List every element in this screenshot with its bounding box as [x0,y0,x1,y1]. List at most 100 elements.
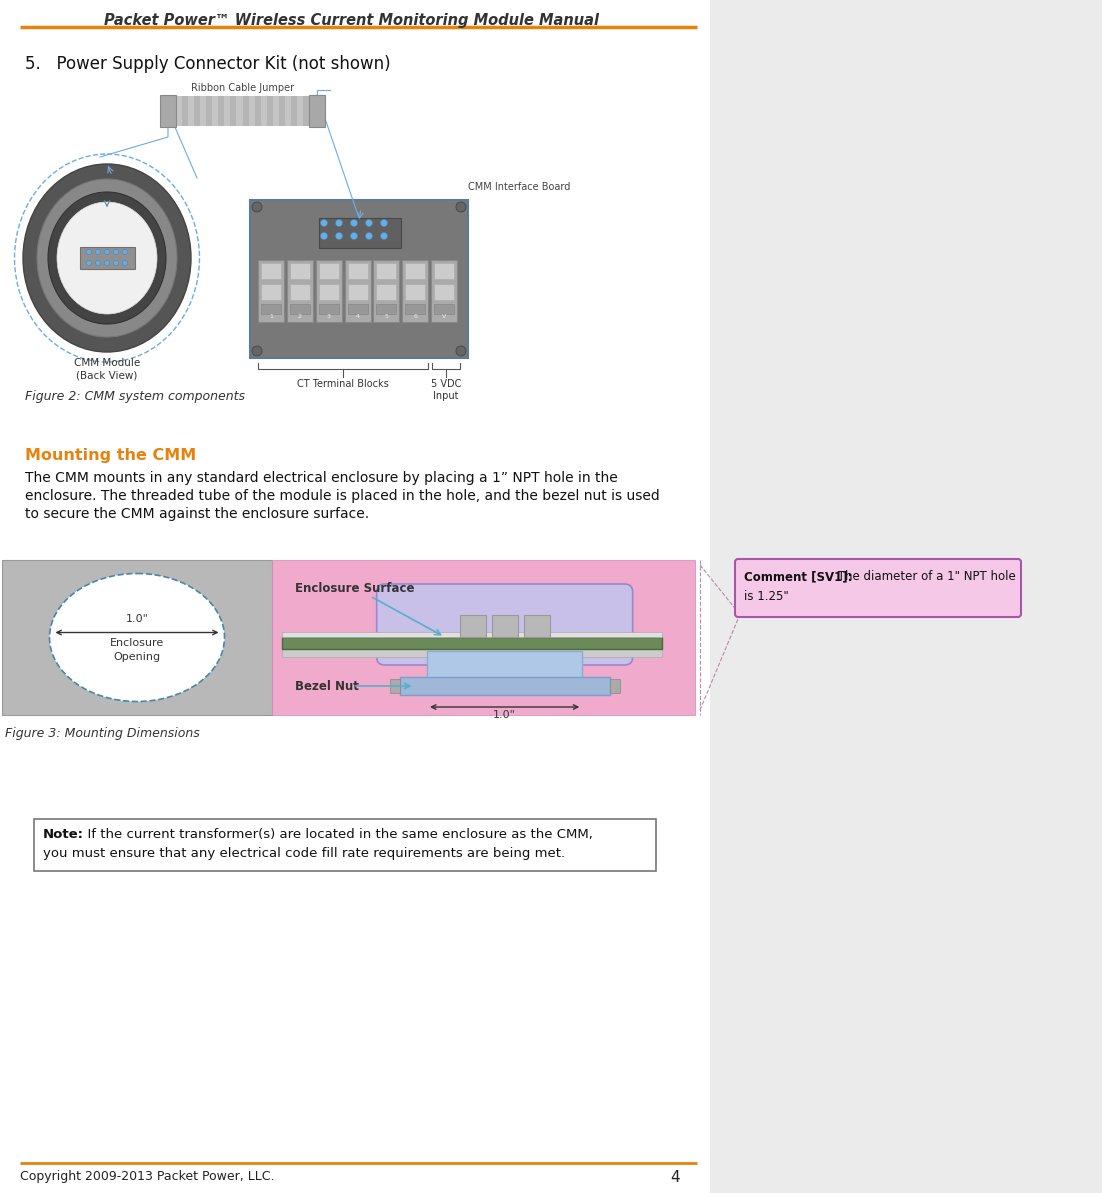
Text: Mounting the CMM: Mounting the CMM [25,449,196,463]
Circle shape [86,249,91,254]
Circle shape [366,233,372,240]
Bar [287,260,313,322]
Bar [303,95,309,126]
Ellipse shape [50,574,225,701]
Text: (Back View): (Back View) [76,370,138,381]
Bar [377,304,397,314]
Bar [213,95,218,126]
Circle shape [105,260,109,266]
Bar [290,304,310,314]
Bar [284,95,291,126]
Bar [250,200,468,358]
Text: Bezel Nut: Bezel Nut [295,680,359,692]
Bar [491,614,518,637]
Bar [434,304,454,314]
Text: is 1.25": is 1.25" [744,591,789,602]
Text: Figure 2: CMM system components: Figure 2: CMM system components [25,390,245,403]
Circle shape [456,346,466,356]
FancyBboxPatch shape [377,585,633,665]
Bar [80,247,136,268]
Bar [225,95,230,126]
Circle shape [335,233,343,240]
Text: Ribbon Cable Jumper: Ribbon Cable Jumper [192,84,294,93]
Bar [279,95,284,126]
Text: CMM Module: CMM Module [74,358,140,367]
Bar [261,95,267,126]
FancyBboxPatch shape [735,560,1020,617]
Bar [201,95,206,126]
Bar [290,284,310,299]
Bar [267,95,272,126]
Bar [242,95,249,126]
Bar [282,632,662,637]
Circle shape [122,260,128,266]
Bar [428,651,582,679]
Bar [291,95,296,126]
Bar [347,304,368,314]
Bar [318,304,338,314]
Text: 2: 2 [298,314,302,319]
Bar [272,95,279,126]
Text: Enclosure Surface: Enclosure Surface [295,582,414,595]
Text: The CMM mounts in any standard electrical enclosure by placing a 1” NPT hole in : The CMM mounts in any standard electrica… [25,471,618,486]
Text: V: V [442,314,446,319]
Bar [282,637,662,649]
Bar [261,304,281,314]
Bar [188,95,194,126]
Bar [318,284,338,299]
Bar [406,262,425,279]
Circle shape [114,260,119,266]
Text: CMM Interface Board: CMM Interface Board [468,183,571,192]
Bar [406,304,425,314]
Text: CT Terminal Blocks: CT Terminal Blocks [298,379,389,389]
Bar [272,560,695,715]
Bar [206,95,213,126]
Bar [194,95,201,126]
Ellipse shape [37,179,177,336]
Bar [434,262,454,279]
Bar [347,262,368,279]
Circle shape [366,220,372,227]
Circle shape [350,233,357,240]
Text: 5 VDC
Input: 5 VDC Input [431,379,462,401]
Text: Enclosure
Opening: Enclosure Opening [110,638,164,662]
Bar [2,560,272,715]
Bar [309,95,325,126]
Text: If the current transformer(s) are located in the same enclosure as the CMM,: If the current transformer(s) are locate… [79,828,593,841]
Circle shape [456,202,466,212]
Circle shape [86,260,91,266]
Bar [282,649,662,657]
Text: to secure the CMM against the enclosure surface.: to secure the CMM against the enclosure … [25,507,369,521]
Bar [290,262,310,279]
Bar [230,95,237,126]
Text: 1: 1 [269,314,273,319]
Bar [609,679,619,693]
Circle shape [335,220,343,227]
Bar [710,0,1102,1193]
Bar [402,260,429,322]
Text: 4: 4 [670,1170,680,1185]
Text: 1.0": 1.0" [494,710,516,721]
Bar [249,95,255,126]
Text: 6: 6 [413,314,418,319]
Text: enclosure. The threaded tube of the module is placed in the hole, and the bezel : enclosure. The threaded tube of the modu… [25,489,660,503]
Text: 3: 3 [326,314,331,319]
Bar [406,284,425,299]
Circle shape [252,202,262,212]
Bar [315,260,342,322]
Text: 4: 4 [356,314,359,319]
Bar [431,260,457,322]
Text: Copyright 2009-2013 Packet Power, LLC.: Copyright 2009-2013 Packet Power, LLC. [20,1170,274,1183]
Circle shape [321,233,327,240]
Circle shape [380,220,388,227]
Text: Figure 3: Mounting Dimensions: Figure 3: Mounting Dimensions [6,727,199,740]
Circle shape [321,220,327,227]
Bar [318,262,338,279]
Text: Comment [SV1]:: Comment [SV1]: [744,570,853,583]
Text: Note:: Note: [43,828,84,841]
Bar [460,614,486,637]
Bar [400,676,609,696]
Bar [374,260,399,322]
Text: you must ensure that any electrical code fill rate requirements are being met.: you must ensure that any electrical code… [43,847,565,860]
FancyBboxPatch shape [34,820,656,871]
